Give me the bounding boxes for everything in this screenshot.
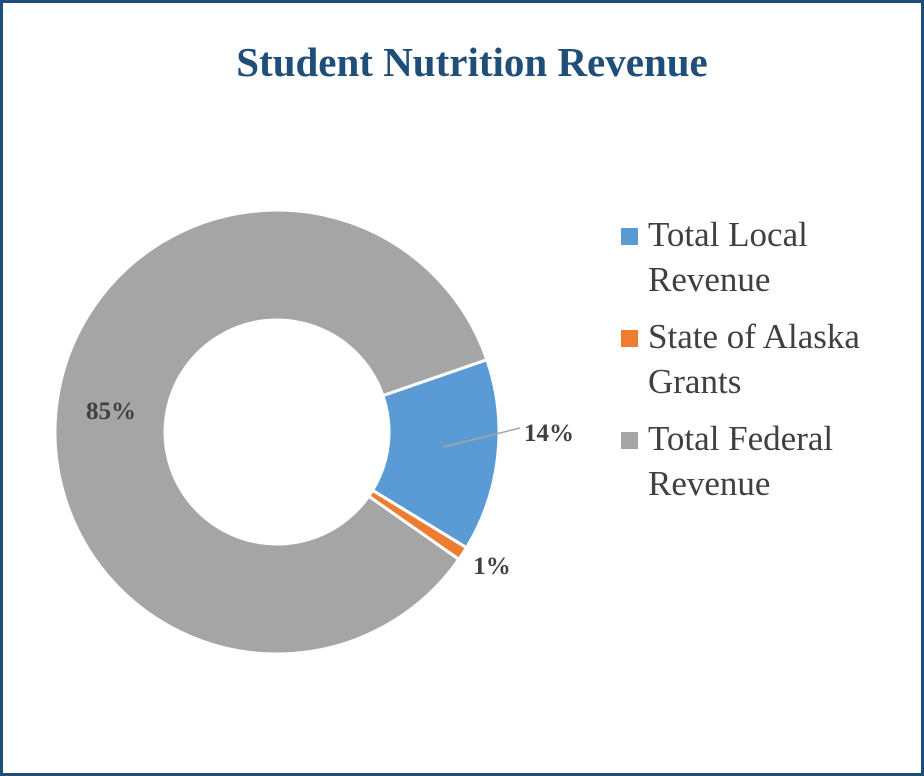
leader-line <box>442 427 521 448</box>
legend-label: Total Federal Revenue <box>648 419 834 503</box>
legend: Total Local Revenue State of Alaska Grant… <box>618 212 908 518</box>
data-label: 85% <box>86 398 136 425</box>
legend-swatch <box>621 432 638 449</box>
legend-entry: State of Alaska Grants <box>618 314 908 404</box>
legend-label: Total Local Revenue <box>648 215 808 299</box>
legend-swatch <box>621 228 638 245</box>
data-label: 1% <box>473 553 511 580</box>
chart-title: Student Nutrition Revenue <box>236 39 708 85</box>
legend-entry: Total Federal Revenue <box>618 416 908 506</box>
donut-slice <box>53 208 489 656</box>
legend-entry: Total Local Revenue <box>618 212 908 302</box>
data-label: 14% <box>524 420 574 447</box>
legend-label: State of Alaska Grants <box>648 317 860 401</box>
legend-swatch <box>621 330 638 347</box>
